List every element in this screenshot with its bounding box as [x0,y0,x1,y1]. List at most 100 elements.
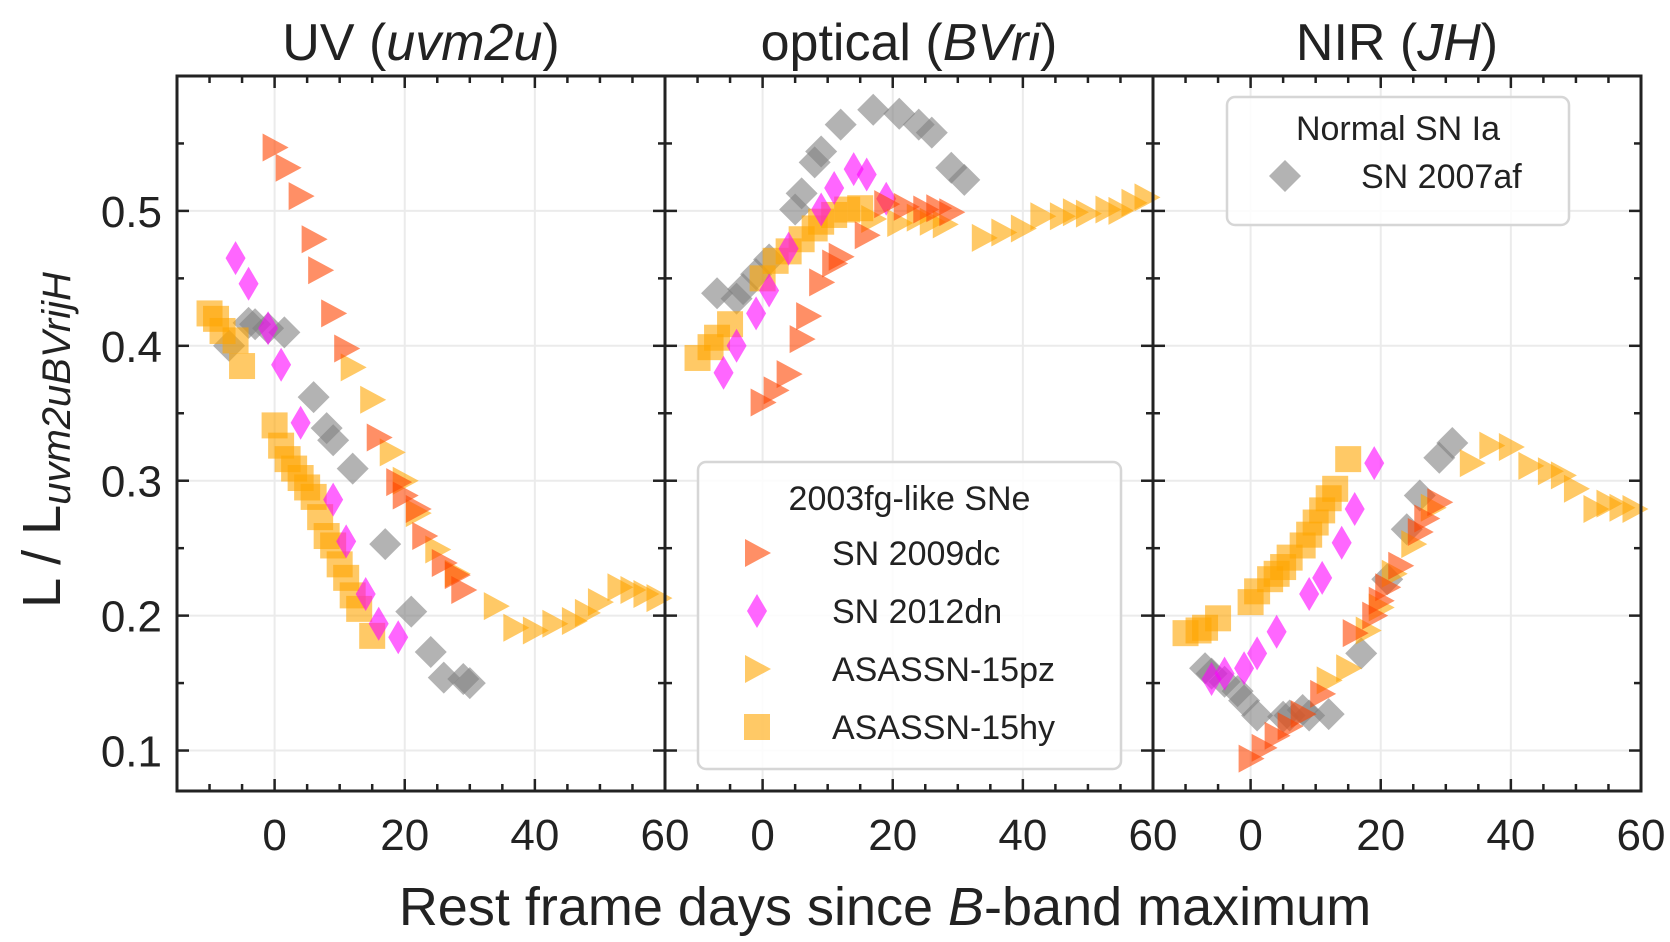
panel-title-bands: BVri [943,14,1042,72]
data-point-sn-2009dc [288,182,315,211]
data-point-sn-2009dc [431,549,458,578]
data-point-sn-2012dn [713,355,734,390]
frame-layer [175,74,1643,793]
data-point-asassn-15pz [1095,195,1122,224]
data-point-sn-2009dc [763,376,790,405]
data-point-asassn-15hy [1335,446,1362,473]
y-tick-label: 0.4 [101,323,162,372]
data-point-asassn-15pz [1121,188,1148,217]
data-point-sn-2009dc [1368,586,1395,615]
x-tick-label: 40 [510,811,559,860]
data-point-asassn-15pz [1479,431,1506,460]
data-point-sn-2007af [369,528,402,561]
data-point-asassn-15pz [887,209,914,238]
data-point-sn-2009dc [444,561,471,590]
data-point-sn-2007af [427,661,460,694]
data-point-sn-2009dc [796,302,823,331]
data-point-sn-2009dc [913,195,940,224]
data-point-sn-2012dn [258,311,279,346]
panel-title-text: optical ( [761,14,944,72]
data-point-asassn-15pz [991,218,1018,247]
data-point-asassn-15pz [1550,461,1577,490]
legend-frame [1225,95,1571,227]
x-tick-label: 60 [1617,811,1666,860]
panel-title-close: ) [542,14,559,72]
data-point-asassn-15pz [425,535,452,564]
data-point-sn-2012dn [1266,614,1287,649]
data-point-sn-2007af [857,93,890,126]
data-point-asassn-15pz [360,385,387,414]
data-point-sn-2012dn [225,241,246,276]
data-point-sn-2012dn [1214,656,1235,691]
data-point-sn-2009dc [1342,619,1369,648]
data-point-sn-2009dc [405,495,432,524]
data-point-sn-2012dn [271,347,292,382]
data-point-sn-2012dn [368,606,389,641]
data-point-asassn-15pz [1010,214,1037,243]
x-tick-label: 40 [1486,811,1535,860]
data-point-sn-2007af [1345,637,1378,670]
panel-title-NIR: NIR (JH) [1296,14,1498,72]
legend-marker-sn-2012dn [747,594,767,628]
data-point-sn-2009dc [321,299,348,328]
data-point-asassn-15pz [932,210,959,239]
data-point-asassn-15pz [340,353,367,382]
data-point-sn-2007af [395,595,428,628]
data-point-sn-2009dc [828,242,855,271]
data-point-sn-2009dc [1238,744,1265,773]
data-point-asassn-15pz [1583,495,1610,524]
legend-marker-sn-2009dc [745,539,771,567]
x-tick-label: 0 [750,811,774,860]
y-axis-label: L / Luvm2uBVrijH [12,272,79,608]
data-point-asassn-15pz [522,616,549,645]
panel-title-bands: uvm2u [386,14,542,72]
data-point-sn-2012dn [726,328,747,363]
legend-2: Normal SN Ia SN 2007af [1225,95,1571,227]
data-point-sn-2007af [805,135,838,168]
y-tick-label: 0.3 [101,458,162,507]
data-point-asassn-15pz [1134,183,1161,212]
y-tick-label: 0.1 [101,728,162,777]
data-point-sn-2009dc [893,192,920,221]
data-point-asassn-15pz [574,598,601,627]
x-tick-label: 20 [380,811,429,860]
data-point-sn-2012dn [290,405,311,440]
y-tick-label: 0.5 [101,188,162,237]
panel-title-optical: optical (BVri) [761,14,1058,72]
data-point-sn-2009dc [366,423,393,452]
data-point-asassn-15pz [1622,495,1649,524]
data-point-asassn-15pz [1518,451,1545,480]
data-point-asassn-15pz [483,592,510,621]
data-point-asassn-15pz [1609,493,1636,522]
data-point-sn-2009dc [334,334,361,363]
data-point-asassn-15pz [861,205,888,233]
data-point-sn-2009dc [275,153,302,182]
data-point-asassn-15pz [1336,654,1363,683]
data-point-sn-2007af [453,667,486,700]
panel-title-close: ) [1040,14,1057,72]
data-point-sn-2012dn [1234,651,1255,686]
data-point-sn-2007af [948,163,981,196]
data-point-sn-2007af [785,177,818,210]
x-axis-label-part: B [948,877,984,937]
data-point-sn-2007af [883,97,916,130]
data-point-sn-2009dc [789,325,816,354]
data-point-sn-2012dn [1299,577,1320,612]
x-tick-label: 20 [868,811,917,860]
legend-label-sn-2012dn: SN 2012dn [832,593,1002,631]
data-point-sn-2009dc [412,522,439,551]
panel-title-text: UV ( [282,14,387,72]
y-tick-label: 0.2 [101,593,162,642]
data-point-sn-2012dn [388,620,409,655]
data-point-sn-2012dn [856,157,877,192]
panel-frame-UV [175,74,667,793]
legend-title: Normal SN Ia [1296,110,1500,148]
data-point-asassn-15pz [1401,530,1428,559]
data-point-asassn-15pz [1075,199,1102,228]
panel-title-close: ) [1481,14,1498,72]
x-axis-label-part: -band maximum [984,877,1371,937]
data-point-asassn-15pz [1498,432,1525,461]
data-point-asassn-15pz [1459,449,1486,478]
legend-title: 2003fg-like SNe [789,480,1031,518]
panel-title-text: NIR ( [1296,14,1418,72]
